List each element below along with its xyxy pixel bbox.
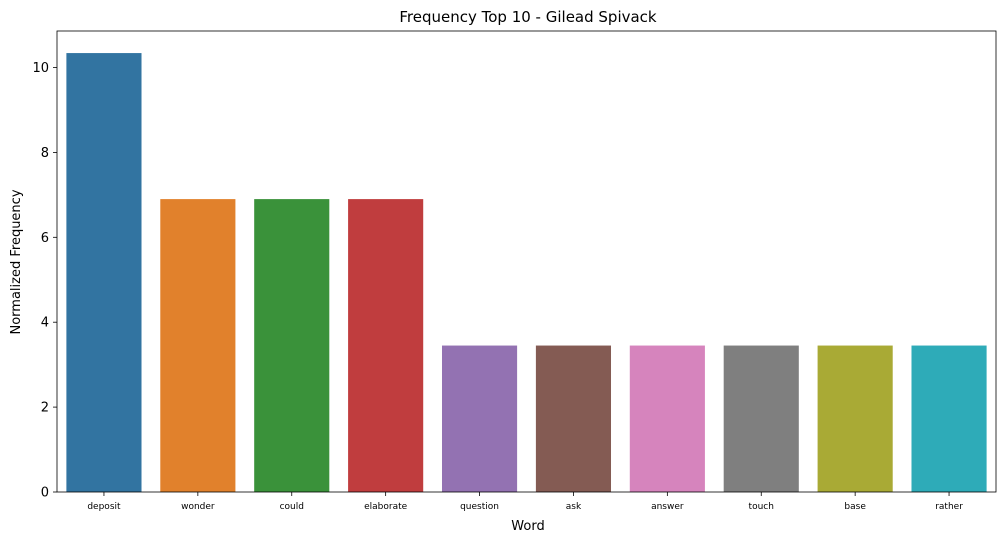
- x-tick-label: rather: [935, 502, 963, 512]
- bar-could: [254, 199, 330, 493]
- x-tick-label: answer: [651, 502, 684, 512]
- x-tick-label: base: [844, 502, 866, 512]
- x-tick-label: question: [460, 502, 499, 512]
- y-tick-label: 8: [41, 146, 49, 161]
- bar-elaborate: [348, 199, 424, 493]
- x-tick-label: wonder: [181, 502, 215, 512]
- x-axis-label: Word: [511, 519, 544, 534]
- plot-frame: [56, 30, 997, 493]
- y-tick-label: 4: [41, 316, 49, 331]
- bar-touch: [723, 345, 799, 492]
- x-tick-label: touch: [749, 502, 774, 512]
- bar-rather: [911, 345, 987, 492]
- x-tick-label: elaborate: [364, 502, 408, 512]
- x-tick-label: could: [280, 502, 304, 512]
- y-tick-label: 2: [41, 401, 49, 416]
- x-tick-label: deposit: [87, 502, 121, 512]
- bar-answer: [629, 345, 705, 492]
- y-tick-label: 0: [41, 486, 49, 501]
- bar-deposit: [66, 53, 142, 492]
- y-axis-label: Normalized Frequency: [9, 189, 24, 334]
- chart-title: Frequency Top 10 - Gilead Spivack: [399, 8, 657, 26]
- x-tick-label: ask: [566, 502, 582, 512]
- bar-base: [817, 345, 893, 492]
- y-tick-label: 6: [41, 231, 49, 246]
- y-tick-label: 10: [32, 61, 49, 76]
- bar-question: [441, 345, 518, 492]
- bar-ask: [535, 345, 612, 492]
- bar-wonder: [160, 199, 236, 493]
